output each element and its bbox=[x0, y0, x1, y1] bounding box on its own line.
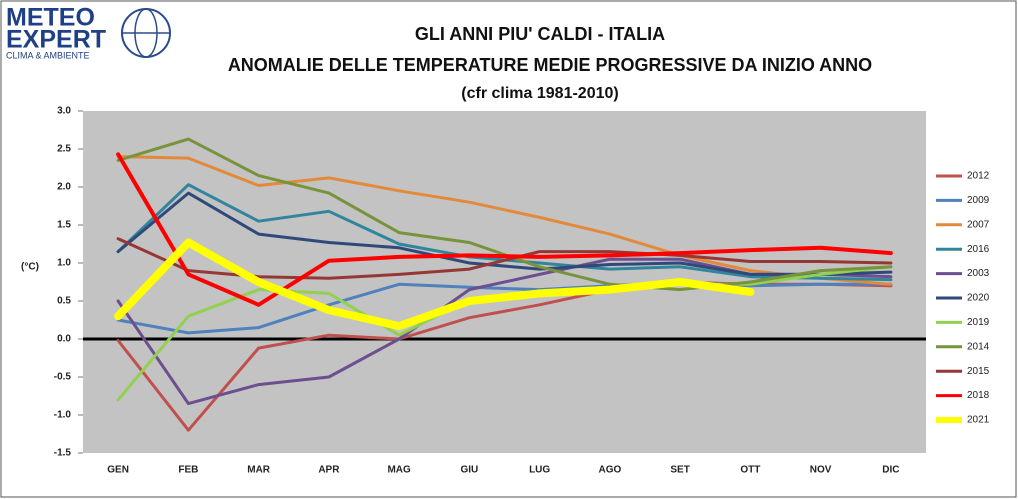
legend-label: 2016 bbox=[967, 244, 990, 255]
x-tick-label: APR bbox=[318, 465, 340, 476]
legend-label: 2021 bbox=[967, 415, 990, 426]
x-tick-label: MAR bbox=[247, 465, 271, 476]
x-tick-label: SET bbox=[670, 465, 689, 476]
x-tick-label: AGO bbox=[598, 465, 621, 476]
y-tick-label: -0.5 bbox=[54, 372, 72, 383]
y-axis-label: (°C) bbox=[21, 262, 39, 273]
legend-label: 2014 bbox=[967, 341, 990, 352]
series-line bbox=[116, 191, 893, 276]
chart-subtitle: ANOMALIE DELLE TEMPERATURE MEDIE PROGRES… bbox=[228, 55, 872, 75]
legend-label: 2019 bbox=[967, 317, 990, 328]
x-tick-label: MAG bbox=[387, 465, 411, 476]
x-tick-label: DIC bbox=[882, 465, 899, 476]
y-tick-label: 1.0 bbox=[57, 258, 71, 269]
legend-label: 2007 bbox=[967, 219, 990, 230]
legend-label: 2012 bbox=[967, 171, 990, 182]
logo-text: CLIMA & AMBIENTE bbox=[6, 50, 90, 60]
legend-label: 2020 bbox=[967, 293, 990, 304]
series-line bbox=[116, 155, 893, 286]
logo: METEO EXPERT CLIMA & AMBIENTE bbox=[6, 4, 171, 60]
series-line bbox=[116, 280, 893, 335]
series-line bbox=[116, 152, 893, 307]
legend-label: 2018 bbox=[967, 390, 990, 401]
x-tick-label: FEB bbox=[178, 465, 198, 476]
legend-label: 2015 bbox=[967, 366, 990, 377]
y-tick-label: 2.5 bbox=[57, 144, 71, 155]
x-tick-label: GIU bbox=[460, 465, 478, 476]
y-tick-label: 0.0 bbox=[57, 334, 71, 345]
x-tick-label: NOV bbox=[810, 465, 832, 476]
series-line bbox=[114, 238, 755, 331]
logo-text: EXPERT bbox=[6, 26, 106, 54]
y-tick-label: 2.0 bbox=[57, 182, 71, 193]
logo-text: METEO bbox=[6, 4, 95, 32]
y-tick-label: -1.5 bbox=[54, 448, 72, 459]
y-tick-label: -1.0 bbox=[54, 410, 72, 421]
y-tick-label: 3.0 bbox=[57, 106, 71, 117]
y-tick-label: 0.5 bbox=[57, 296, 71, 307]
legend-label: 2009 bbox=[967, 195, 990, 206]
chart-title: GLI ANNI PIU' CALDI - ITALIA bbox=[415, 24, 665, 44]
chart-note: (cfr clima 1981-2010) bbox=[461, 85, 618, 102]
y-tick-label: 1.5 bbox=[57, 220, 71, 231]
x-tick-label: OTT bbox=[740, 465, 760, 476]
legend-label: 2003 bbox=[967, 268, 990, 279]
x-tick-label: LUG bbox=[529, 465, 550, 476]
x-tick-label: GEN bbox=[107, 465, 129, 476]
